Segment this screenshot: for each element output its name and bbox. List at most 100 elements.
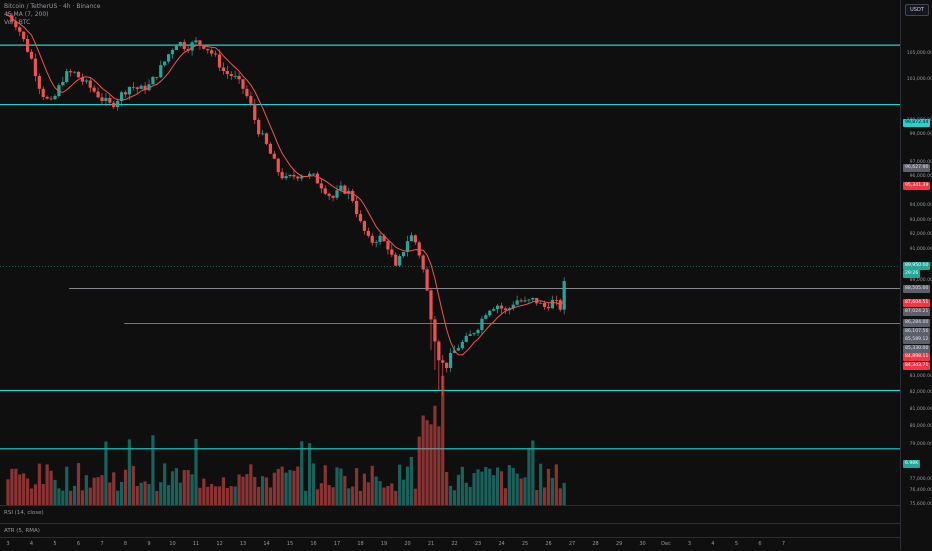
candle-body bbox=[41, 88, 45, 97]
candle-body bbox=[69, 71, 73, 73]
chart-legend: Bitcoin / TetherUS · 4h · Binance 45 MA … bbox=[4, 3, 100, 27]
volume-bar bbox=[304, 490, 308, 505]
volume-bar bbox=[174, 468, 179, 505]
volume-bar bbox=[41, 484, 45, 505]
volume-bar bbox=[213, 486, 218, 505]
volume-bar bbox=[264, 477, 269, 505]
time-tick-label: 5 bbox=[734, 541, 739, 547]
candle-body bbox=[276, 158, 280, 173]
volume-bar bbox=[190, 474, 194, 505]
volume-bar bbox=[401, 479, 406, 505]
price-tick-label: 92,000.00 bbox=[909, 232, 932, 238]
candle-body bbox=[499, 305, 504, 309]
time-tick-label: 6 bbox=[758, 541, 762, 547]
volume-bar bbox=[217, 486, 222, 505]
time-tick-label: 7 bbox=[100, 541, 104, 547]
candle-body bbox=[429, 290, 433, 320]
volume-bar bbox=[69, 490, 73, 505]
candle-body bbox=[425, 269, 429, 291]
price-tag: 6.98K bbox=[903, 460, 921, 468]
time-tick-label: 11 bbox=[192, 541, 200, 547]
volume-bar bbox=[492, 475, 496, 505]
volume-bar bbox=[315, 489, 320, 505]
time-tick-label: 19 bbox=[380, 541, 388, 547]
volume-bar bbox=[288, 469, 292, 505]
price-tag: 86,107.56 bbox=[903, 327, 931, 336]
candle-body bbox=[554, 299, 558, 301]
candle-body bbox=[57, 85, 61, 96]
volume-bar bbox=[433, 405, 437, 505]
volume-bar bbox=[76, 463, 81, 505]
candle-body bbox=[131, 86, 135, 88]
candle-body bbox=[464, 335, 468, 342]
candle-body bbox=[413, 235, 417, 243]
volume-bar bbox=[535, 490, 539, 505]
ma-indicator-label[interactable]: 45 MA (7, 200) bbox=[4, 11, 49, 18]
volume-bar bbox=[476, 469, 480, 505]
volume-bar bbox=[272, 472, 276, 505]
volume-bar bbox=[480, 471, 484, 505]
candle-body bbox=[441, 360, 445, 363]
volume-bar bbox=[386, 485, 390, 505]
volume-bar bbox=[339, 468, 343, 505]
volume-bar bbox=[445, 472, 449, 505]
candle-body bbox=[339, 185, 343, 191]
atr-pane[interactable]: ATR (5, RMA) bbox=[0, 523, 900, 538]
price-axis[interactable]: USDT 105,000.00103,000.00100,000.0099,00… bbox=[900, 0, 932, 550]
candle-body bbox=[112, 102, 116, 108]
volume-bar bbox=[366, 482, 370, 505]
candle-body bbox=[22, 31, 26, 39]
price-tick-label: 81,000.00 bbox=[909, 407, 932, 413]
volume-bar bbox=[515, 473, 519, 505]
volume-bar bbox=[484, 467, 488, 505]
time-tick-label: 3 bbox=[6, 541, 10, 547]
candle-body bbox=[213, 53, 218, 55]
volume-bar bbox=[284, 472, 288, 505]
volume-bar bbox=[206, 486, 210, 505]
volume-bar bbox=[354, 468, 359, 505]
candle-body bbox=[194, 40, 198, 43]
time-tick-label: 30 bbox=[639, 541, 646, 547]
volume-bar bbox=[139, 482, 143, 505]
candle-body bbox=[488, 310, 492, 316]
rsi-label[interactable]: RSI (14, close) bbox=[4, 510, 44, 516]
candle-body bbox=[358, 214, 363, 222]
candle-body bbox=[405, 241, 410, 253]
candle-body bbox=[233, 75, 237, 77]
chart-area[interactable]: Bitcoin / TetherUS · 4h · Binance 45 MA … bbox=[0, 0, 900, 505]
rsi-pane[interactable]: RSI (14, close) bbox=[0, 505, 900, 524]
volume-bar bbox=[116, 490, 120, 505]
candle-body bbox=[409, 235, 414, 242]
candle-body bbox=[84, 80, 88, 82]
volume-bar bbox=[519, 478, 523, 505]
candle-body bbox=[88, 80, 92, 88]
volume-bar bbox=[495, 467, 500, 505]
volume-bar bbox=[29, 488, 34, 505]
candle-body bbox=[221, 67, 226, 72]
price-tick-label: 91,000.00 bbox=[909, 247, 932, 253]
candle-body bbox=[417, 242, 421, 256]
volume-bar bbox=[80, 490, 85, 505]
price-chart[interactable] bbox=[0, 0, 900, 505]
candle-body bbox=[323, 188, 327, 194]
candle-body bbox=[76, 71, 81, 78]
candle-body bbox=[123, 92, 128, 95]
volume-indicator-label[interactable]: Vol · BTC bbox=[4, 19, 31, 26]
price-tick-label: 99,000.00 bbox=[909, 131, 932, 137]
symbol-label[interactable]: Bitcoin / TetherUS · 4h · Binance bbox=[4, 3, 101, 10]
time-axis[interactable]: 3 4 5 6 7 8 9 10 11 12 13 14 15 16 17 18 19 20 21 22 23 24 25 2… bbox=[0, 537, 900, 551]
atr-label[interactable]: ATR (5, RMA) bbox=[4, 528, 40, 534]
volume-bar bbox=[100, 475, 104, 505]
price-tag: 87,604.51 bbox=[903, 298, 931, 307]
candle-body bbox=[159, 65, 163, 78]
price-tag: 95,341.39 bbox=[903, 182, 931, 191]
volume-bar bbox=[163, 463, 167, 505]
price-tick-label: 76,400.00 bbox=[909, 487, 932, 493]
candle-body bbox=[96, 91, 100, 98]
candle-body bbox=[437, 341, 441, 361]
currency-button[interactable]: USDT bbox=[905, 4, 929, 16]
time-tick-label: 7 bbox=[781, 541, 786, 547]
volume-bar bbox=[72, 485, 77, 505]
candle-body bbox=[523, 300, 527, 302]
volume-bar bbox=[127, 439, 132, 505]
